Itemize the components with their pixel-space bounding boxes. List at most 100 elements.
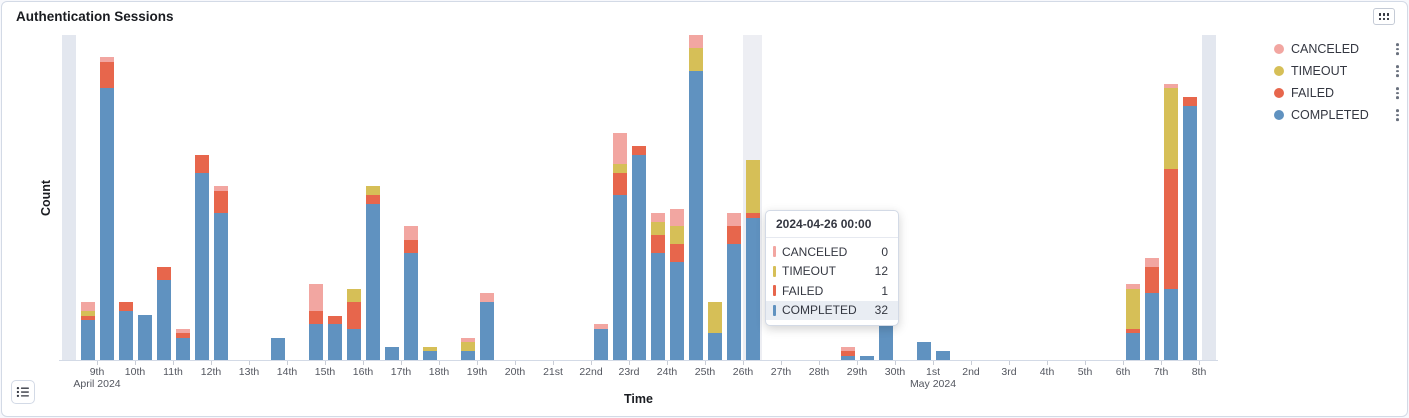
legend-item-actions-button[interactable] — [1392, 106, 1403, 124]
chart-bar[interactable] — [365, 186, 380, 360]
x-tick-mark — [363, 361, 364, 365]
legend-toggle-button[interactable] — [11, 380, 35, 404]
chart-bar[interactable] — [213, 186, 228, 360]
bar-segment-completed — [669, 262, 684, 360]
chart-bar[interactable] — [1125, 284, 1140, 360]
legend-item-timeout[interactable]: TIMEOUT — [1274, 60, 1405, 82]
chart-bar[interactable] — [726, 213, 741, 360]
chart-bar-partial[interactable] — [61, 35, 76, 360]
x-tick-label: 4th — [1039, 366, 1055, 378]
chart-bar[interactable] — [1163, 84, 1178, 360]
bar-segment-completed — [175, 337, 190, 360]
legend-item-completed[interactable]: COMPLETED — [1274, 104, 1405, 126]
chart-bar[interactable] — [935, 351, 950, 360]
x-tick-mark — [1009, 361, 1010, 365]
x-tick-label: 11th — [163, 366, 183, 378]
bar-segment-canceled — [403, 226, 418, 240]
x-tick-label: 24th — [656, 366, 678, 378]
chart-bar[interactable] — [460, 337, 475, 360]
chart-bar[interactable] — [422, 346, 437, 360]
bar-segment-completed — [745, 217, 760, 360]
legend-item-actions-button[interactable] — [1392, 40, 1403, 58]
chart-bar[interactable] — [346, 288, 361, 360]
bar-segment-canceled — [479, 293, 494, 303]
chart-bar[interactable] — [688, 35, 703, 360]
chart-bar[interactable] — [403, 226, 418, 360]
y-axis-title: Count — [39, 179, 53, 217]
bar-segment-failed — [194, 155, 209, 174]
legend-item-failed[interactable]: FAILED — [1274, 82, 1405, 104]
chart-bar[interactable] — [669, 208, 684, 360]
bar-segment-canceled — [1125, 284, 1140, 289]
x-tick-label: 6th — [1115, 366, 1131, 378]
x-tick-label: 10th — [124, 366, 146, 378]
chart-bar[interactable] — [270, 337, 285, 360]
chart-bar[interactable] — [99, 57, 114, 360]
panel-menu-button[interactable] — [1373, 8, 1395, 25]
chart-bar-partial[interactable] — [1201, 35, 1216, 360]
bar-segment-failed — [80, 315, 95, 320]
chart-bar[interactable] — [308, 284, 323, 360]
chart-bar[interactable] — [137, 315, 152, 360]
chart-bar[interactable] — [156, 266, 171, 360]
chart-bar[interactable] — [631, 146, 646, 360]
bar-segment-timeout — [612, 164, 627, 174]
bar-segment-failed — [327, 315, 342, 325]
bar-segment-timeout — [707, 302, 722, 334]
tooltip-row: FAILED 1 — [766, 281, 898, 301]
bar-segment-completed — [118, 311, 133, 360]
chart-bar[interactable] — [80, 302, 95, 360]
chart-bar[interactable] — [840, 346, 855, 360]
legend-item-canceled[interactable]: CANCELED — [1274, 38, 1405, 60]
x-tick-label: 14th — [276, 366, 298, 378]
bar-segment-failed — [612, 173, 627, 196]
x-tick-label: 3rd — [1001, 366, 1017, 378]
bar-segment-failed — [156, 266, 171, 280]
chart-bar[interactable] — [118, 302, 133, 360]
tooltip-header: 2024-04-26 00:00 — [766, 211, 898, 238]
bar-segment-failed — [1182, 97, 1197, 107]
bar-segment-completed — [726, 244, 741, 360]
x-tick-mark — [1123, 361, 1124, 365]
x-tick-label: 23rd — [618, 366, 640, 378]
legend-swatch-icon — [1274, 88, 1284, 98]
legend-item-actions-button[interactable] — [1392, 62, 1403, 80]
chart-bar[interactable] — [327, 315, 342, 360]
bar-segment-canceled — [1144, 257, 1159, 267]
chart-bar[interactable] — [384, 346, 399, 360]
bar-segment-canceled — [460, 337, 475, 343]
chart-bar[interactable] — [745, 159, 760, 360]
bar-segment-timeout — [745, 159, 760, 214]
x-tick-mark — [477, 361, 478, 365]
chart-bar[interactable] — [707, 302, 722, 360]
chart-bar[interactable] — [650, 213, 665, 360]
x-tick-label: 13th — [238, 366, 260, 378]
x-tick-label: 5th — [1077, 366, 1093, 378]
chart-bar[interactable] — [194, 155, 209, 360]
chart-bar[interactable] — [859, 355, 874, 360]
chart-bar[interactable] — [175, 328, 190, 360]
panel-title[interactable]: Authentication Sessions — [16, 9, 174, 24]
tooltip-rows: CANCELED 0 TIMEOUT 12 FAILED 1 COMPLETED 32 — [766, 238, 898, 325]
chart-bar[interactable] — [916, 342, 931, 360]
tooltip-series-swatch-icon — [773, 304, 776, 316]
chart-bar[interactable] — [1182, 97, 1197, 360]
x-tick-mark — [287, 361, 288, 365]
bar-segment-partial — [61, 35, 76, 360]
x-tick-mark — [325, 361, 326, 365]
chart-bar[interactable] — [612, 132, 627, 360]
legend-item-actions-button[interactable] — [1392, 84, 1403, 102]
chart-bar[interactable] — [479, 293, 494, 360]
bar-segment-completed — [194, 173, 209, 360]
bar-segment-timeout — [1163, 88, 1178, 169]
x-tick-label: 26th — [732, 366, 754, 378]
x-tick-label: 17th — [390, 366, 412, 378]
chart-bar[interactable] — [593, 324, 608, 360]
bar-segment-failed — [669, 244, 684, 263]
x-tick-month-label: May 2024 — [909, 378, 957, 390]
bar-segment-completed — [631, 155, 646, 360]
x-tick-mark — [667, 361, 668, 365]
x-tick-label: 29th — [846, 366, 868, 378]
chart-bar[interactable] — [1144, 257, 1159, 360]
bar-segment-failed — [631, 146, 646, 156]
